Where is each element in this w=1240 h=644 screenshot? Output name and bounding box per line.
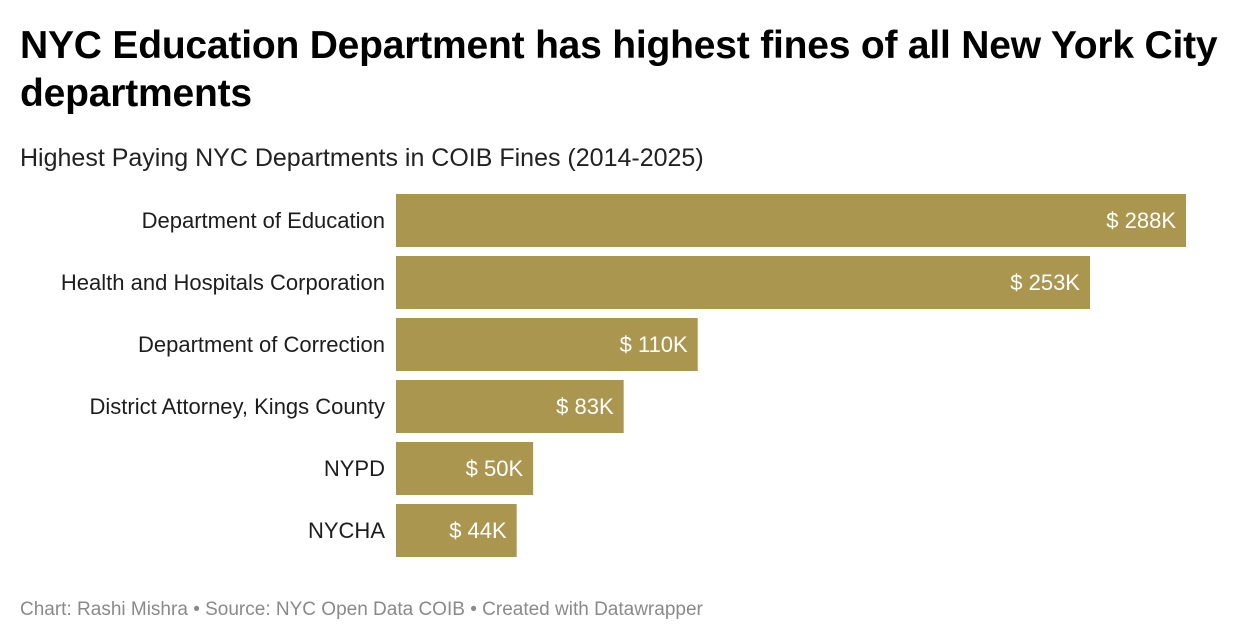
bar-value-label: $ 50K xyxy=(466,456,524,481)
bar xyxy=(396,504,517,557)
category-label: Health and Hospitals Corporation xyxy=(61,270,385,295)
category-label: NYPD xyxy=(324,456,385,481)
bar xyxy=(396,442,534,495)
footer-separator: • xyxy=(193,599,200,620)
footer-author: Rashi Mishra xyxy=(77,599,188,620)
bar-value-label: $ 110K xyxy=(620,332,688,357)
bar-value-label: $ 288K xyxy=(1106,208,1176,233)
bar-value-label: $ 253K xyxy=(1010,270,1080,295)
bar xyxy=(396,194,1186,247)
bar-value-label: $ 83K xyxy=(556,394,614,419)
footer-source: NYC Open Data COIB xyxy=(275,599,465,620)
category-label: Department of Education xyxy=(142,208,385,233)
category-label: District Attorney, Kings County xyxy=(90,394,386,419)
category-label: NYCHA xyxy=(308,518,385,543)
footer-source-label: Source: xyxy=(205,599,271,620)
footer-chart-label: Chart: xyxy=(20,599,72,620)
bar xyxy=(396,380,624,433)
chart-subtitle: Highest Paying NYC Departments in COIB F… xyxy=(20,144,704,172)
category-label: Department of Correction xyxy=(138,332,385,357)
bar xyxy=(396,256,1090,309)
bars-group: Department of Education $ 288K Health and … xyxy=(61,194,1186,557)
footer-created-with: Created with Datawrapper xyxy=(482,599,703,620)
bar-value-label: $ 44K xyxy=(449,518,507,543)
chart-footer: Chart: Rashi Mishra • Source: NYC Open D… xyxy=(20,598,703,622)
bar xyxy=(396,318,698,371)
footer-separator: • xyxy=(470,599,477,620)
chart-title: NYC Education Department has highest fin… xyxy=(20,24,1218,115)
